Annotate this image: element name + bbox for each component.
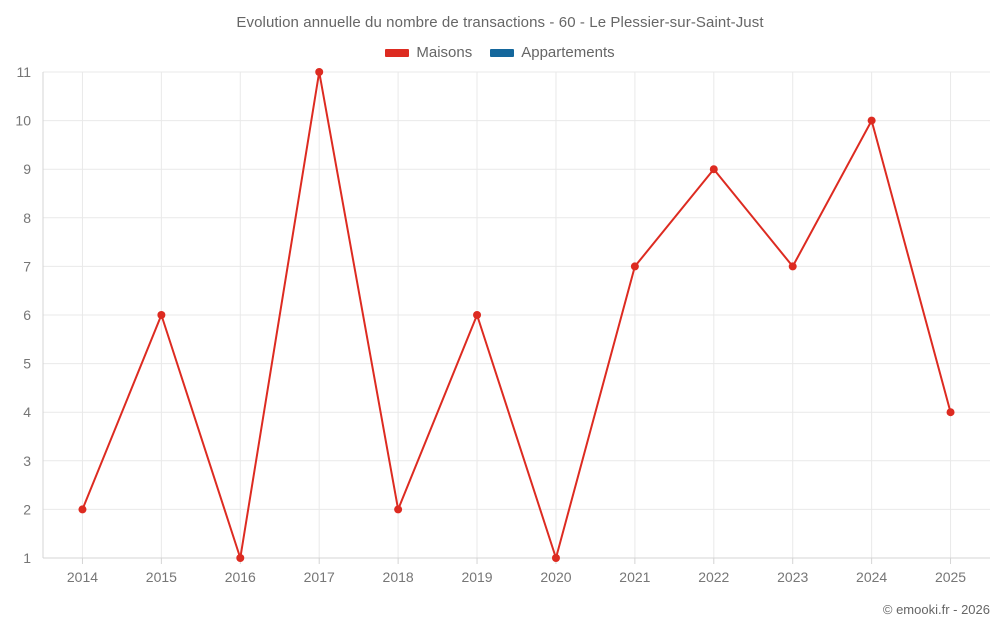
data-point-maisons[interactable]: [473, 311, 482, 319]
x-axis-tick-label: 2016: [225, 569, 256, 585]
y-axis-tick-label: 2: [23, 501, 31, 517]
data-point-maisons[interactable]: [867, 116, 876, 125]
data-point-maisons[interactable]: [788, 262, 797, 271]
grid-lines-horizontal: [43, 71, 990, 559]
y-axis-tick-label: 6: [23, 307, 31, 323]
x-axis-tick-label: 2022: [698, 569, 729, 585]
data-point-maisons[interactable]: [236, 554, 245, 562]
legend-swatch-maisons: [385, 48, 410, 57]
data-point-maisons[interactable]: [394, 505, 403, 514]
y-axis-tick-label: 11: [16, 64, 31, 80]
data-point-maisons[interactable]: [78, 505, 87, 514]
y-axis-tick-label: 3: [23, 453, 31, 469]
y-axis-tick-label: 10: [15, 113, 31, 129]
data-point-maisons[interactable]: [157, 311, 166, 319]
data-point-maisons[interactable]: [709, 165, 718, 174]
x-axis-tick-label: 2018: [383, 569, 414, 585]
x-axis-tick-label: 2023: [777, 569, 808, 585]
y-axis-tick-label: 4: [23, 404, 31, 420]
legend-swatch-appartements: [490, 48, 515, 57]
series-markers: [78, 68, 955, 562]
y-axis-tick-label: 5: [23, 356, 31, 372]
chart-title: Evolution annuelle du nombre de transact…: [236, 14, 764, 31]
data-point-maisons[interactable]: [551, 554, 560, 562]
y-axis-tick-label: 1: [23, 550, 31, 566]
series-lines: [81, 71, 952, 559]
x-axis-tick-label: 2020: [540, 569, 571, 585]
y-axis-tick-label: 9: [23, 161, 31, 177]
y-axis-tick-label: 7: [23, 258, 31, 274]
data-point-maisons[interactable]: [630, 262, 639, 271]
data-point-maisons[interactable]: [315, 68, 324, 76]
copyright-credit: © emooki.fr - 2026: [882, 602, 990, 617]
legend-item-appartements[interactable]: Appartements: [490, 44, 615, 61]
x-axis-tick-label: 2025: [935, 569, 966, 585]
chart-legend: Maisons Appartements: [0, 44, 1000, 61]
data-point-maisons[interactable]: [946, 408, 955, 417]
x-axis-tick-label: 2019: [461, 569, 492, 585]
legend-label-maisons: Maisons: [416, 44, 473, 61]
x-axis-tick-label: 2015: [146, 569, 177, 585]
legend-label-appartements: Appartements: [521, 44, 615, 61]
legend-item-maisons[interactable]: Maisons: [385, 44, 472, 61]
y-axis-tick-labels: 1 2 3 4 5 6 7 8 9 10 11: [15, 64, 31, 566]
axis-lines: [42, 72, 990, 559]
x-axis-tick-label: 2014: [67, 569, 98, 585]
y-axis-tick-label: 8: [23, 210, 31, 226]
series-line-maisons: [81, 71, 952, 559]
x-axis-tick-label: 2017: [304, 569, 335, 585]
x-axis-tick-label: 2021: [619, 569, 650, 585]
x-axis-ticks: [81, 558, 952, 564]
x-axis-tick-label: 2024: [856, 569, 887, 585]
x-axis-tick-labels: 2014 2015 2016 2017 2018 2019 2020 2021 2022 2023…: [67, 569, 966, 585]
